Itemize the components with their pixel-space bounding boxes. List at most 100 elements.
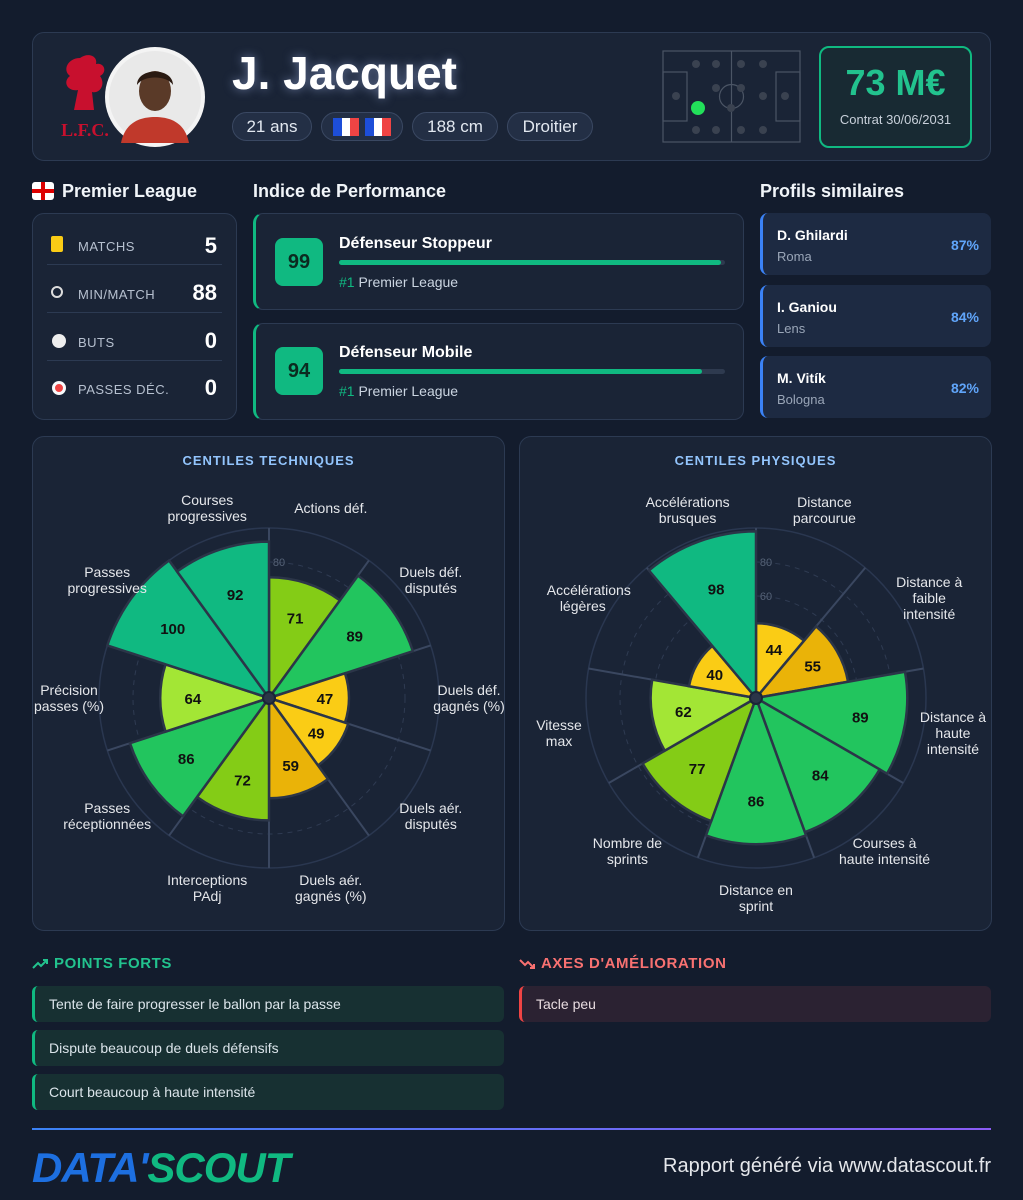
similar-name: M. Vitík — [777, 370, 826, 386]
bar-track — [339, 260, 725, 265]
stat-label: BUTS — [78, 335, 115, 350]
category-label: Distance à faible intensité — [896, 574, 963, 622]
value-label: 71 — [287, 611, 304, 628]
stats-card: MATCHS 5 MIN/MATCH 88 BUTS 0 PASSES DÉC.… — [32, 213, 237, 420]
value-label: 84 — [812, 768, 829, 785]
stat-label: MIN/MATCH — [78, 287, 156, 302]
strength: Tente de faire progresser le ballon par … — [32, 986, 504, 1022]
value-label: 86 — [178, 751, 195, 768]
rank-league: Premier League — [358, 383, 459, 399]
logo-part: SCOUT — [147, 1144, 290, 1191]
category-label: Duels déf. gagnés (%) — [433, 682, 505, 714]
similar-match: 87% — [950, 237, 979, 253]
value-label: 98 — [708, 581, 725, 598]
score: 99 — [275, 238, 323, 286]
category-label: Accélérations légères — [546, 582, 631, 614]
wedge — [105, 558, 273, 701]
category-label: Actions déf. — [294, 499, 368, 516]
similar-card: D. Ghilardi Roma 87% — [760, 213, 991, 275]
position-pitch — [662, 50, 801, 143]
section-title: Premier League — [62, 181, 198, 201]
category-label: Courses progressives — [167, 491, 247, 524]
performance-card: 99 Défenseur Stoppeur #1 Premier League — [253, 213, 744, 310]
player-name: J. Jacquet — [232, 47, 457, 99]
rank: #1 Premier League — [339, 274, 458, 290]
score: 94 — [275, 347, 323, 395]
similar-club: Lens — [777, 321, 806, 336]
value-label: 47 — [317, 691, 334, 708]
value-label: 77 — [689, 761, 706, 778]
face — [139, 71, 171, 111]
bar-track — [339, 369, 725, 374]
similar-match: 84% — [950, 309, 979, 325]
rank-league: Premier League — [358, 274, 459, 290]
tag: 21 ans — [232, 112, 312, 141]
logo-part: DATA' — [32, 1144, 148, 1191]
trend-up-icon — [32, 959, 48, 969]
icon — [52, 381, 66, 395]
stat-value: 0 — [204, 375, 217, 400]
similar-name: I. Ganiou — [777, 299, 837, 315]
category-label: Distance parcourue — [792, 494, 856, 527]
flag — [365, 117, 391, 136]
category-label: Duels aér. gagnés (%) — [295, 872, 367, 905]
england-flag — [32, 182, 54, 200]
section-title: Profils similaires — [760, 181, 905, 201]
footer-logo: DATA'SCOUT — [32, 1144, 290, 1192]
wedge — [267, 576, 342, 702]
value-label: 49 — [308, 725, 325, 742]
stat-value: 5 — [204, 233, 217, 258]
value-label: 59 — [282, 758, 299, 775]
performance-card: 94 Défenseur Mobile #1 Premier League — [253, 323, 744, 420]
category-label: Courses à haute intensité — [839, 835, 931, 868]
category-label: Duels déf. disputés — [399, 564, 463, 597]
r-tick-label: 80 — [760, 557, 772, 569]
category-label: Précision passes (%) — [33, 682, 105, 714]
value-label: 89 — [346, 629, 363, 646]
position-marker — [691, 101, 705, 115]
category-label: Duels aér. disputés — [399, 799, 463, 832]
category-label: Distance à haute intensité — [919, 708, 987, 757]
similar-name: D. Ghilardi — [777, 227, 848, 243]
rank-number: #1 — [339, 383, 355, 399]
value-card: 73 M€ Contrat 30/06/2031 — [819, 46, 972, 148]
value-label: 44 — [766, 642, 783, 659]
center-dot — [749, 691, 763, 705]
liverbird — [66, 55, 105, 110]
contract: Contrat 30/06/2031 — [839, 112, 952, 127]
wedge — [265, 573, 415, 701]
category-label: Nombre de sprints — [592, 835, 663, 868]
score-bar — [339, 369, 702, 374]
strength: Court beaucoup à haute intensité — [32, 1074, 504, 1110]
tag: 188 cm — [412, 112, 498, 141]
wedge — [753, 695, 882, 834]
similar-club: Roma — [777, 249, 812, 264]
value-label: 64 — [184, 691, 201, 708]
club-name: L.F.C. — [61, 120, 109, 140]
section-title: AXES D'AMÉLIORATION — [541, 955, 727, 972]
wedge — [649, 678, 760, 753]
footer-text: Rapport généré via www.datascout.fr — [663, 1155, 991, 1177]
hair — [137, 71, 173, 85]
role: Défenseur Stoppeur — [339, 235, 492, 252]
market-value: 73 M€ — [845, 62, 946, 103]
value-label: 92 — [227, 587, 244, 604]
shirt — [121, 117, 189, 143]
wedge — [195, 694, 271, 822]
wedge — [175, 540, 271, 702]
similar-card: I. Ganiou Lens 84% — [760, 285, 991, 347]
similar-card: M. Vitík Bologna 82% — [760, 356, 991, 418]
divider — [47, 264, 222, 265]
value-label: 62 — [675, 704, 692, 721]
value-label: 86 — [748, 793, 765, 810]
rank-number: #1 — [339, 274, 355, 290]
radar-chart: 60 80 44 55 89 84 86 77 62 40 98 — [585, 527, 927, 869]
player-photo — [105, 47, 205, 147]
role: Défenseur Mobile — [339, 344, 473, 361]
radar-card: CENTILES TECHNIQUES 80 71 89 47 49 59 72 86 64 10… — [32, 436, 505, 931]
section-title: Indice de Performance — [253, 181, 447, 201]
chart-title: CENTILES TECHNIQUES — [182, 453, 355, 468]
wedge — [752, 670, 909, 776]
